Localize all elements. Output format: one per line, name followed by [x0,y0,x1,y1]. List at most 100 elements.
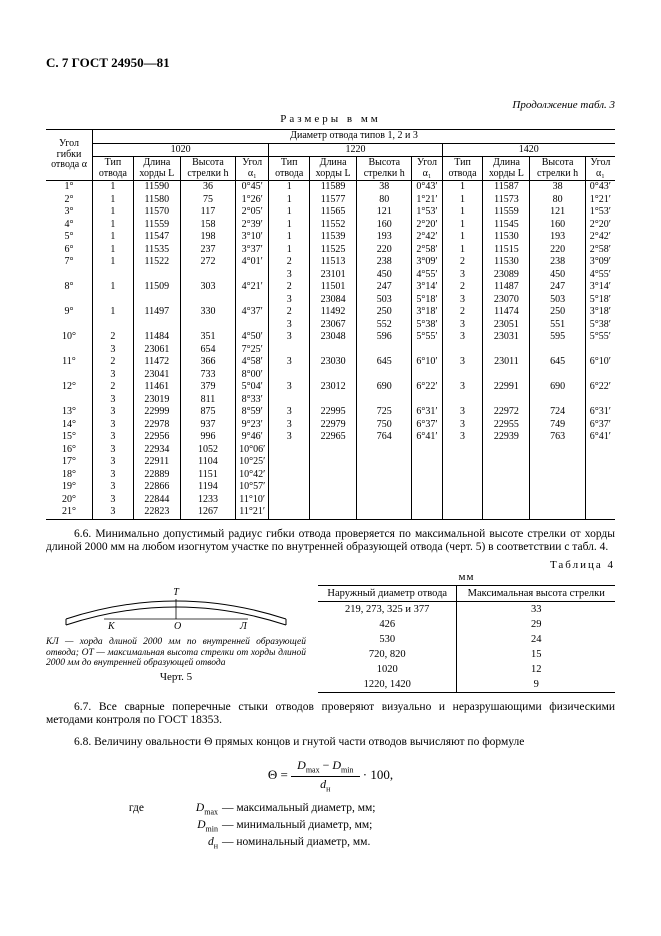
data-cell [180,294,235,307]
data-cell: 3 [442,294,483,307]
data-cell: 1°21′ [412,194,442,207]
data-cell: 503 [530,294,585,307]
data-cell: 160 [357,219,412,232]
data-cell: 3 [93,506,134,519]
data-cell: 1 [442,206,483,219]
data-cell: 238 [530,256,585,269]
t4-cell: 33 [457,601,615,617]
data-cell: 10°25′ [236,456,269,469]
data-cell: 3°14′ [412,281,442,294]
continuation-caption: Продолжение табл. 3 [46,99,615,111]
data-cell [357,444,412,457]
data-cell [442,394,483,407]
data-cell [483,444,530,457]
svg-text:Т: Т [173,587,180,598]
data-cell: 6°31′ [585,406,615,419]
data-cell: 0°43′ [585,181,615,194]
data-cell: 23061 [133,344,180,357]
data-cell [357,506,412,519]
data-cell: 11590 [133,181,180,194]
t4-cell: 426 [318,617,457,632]
data-cell [585,506,615,519]
data-cell: 198 [180,231,235,244]
data-cell: 1194 [180,481,235,494]
data-cell [310,494,357,507]
data-cell: 3 [269,319,310,332]
data-cell: 10°42′ [236,469,269,482]
sub-header: Длина хорды L [483,157,530,181]
data-cell: 3 [269,381,310,394]
angle-cell: 19° [46,481,93,494]
data-cell: 450 [530,269,585,282]
data-cell: 22965 [310,431,357,444]
data-cell: 2 [269,306,310,319]
data-cell [442,456,483,469]
data-cell [530,506,585,519]
data-cell [483,506,530,519]
data-cell: 1104 [180,456,235,469]
data-cell [412,456,442,469]
data-cell: 23011 [483,356,530,369]
data-cell: 750 [357,419,412,432]
data-cell: 1 [269,194,310,207]
data-cell: 23067 [310,319,357,332]
ovality-formula: Θ = Dmax − Dmin dн · 100, [46,759,615,793]
data-cell: 250 [357,306,412,319]
t4-cell: 24 [457,632,615,647]
data-cell: 690 [357,381,412,394]
data-cell: 22866 [133,481,180,494]
sub-header: Тип отвода [269,157,310,181]
angle-cell: 16° [46,444,93,457]
sub-header: Длина хорды L [133,157,180,181]
sub-header: Угол α₁ [585,157,615,181]
data-cell: 4°50′ [236,331,269,344]
data-cell: 8°00′ [236,369,269,382]
data-cell: 6°10′ [412,356,442,369]
data-cell [269,494,310,507]
data-cell: 80 [530,194,585,207]
data-cell: 23048 [310,331,357,344]
data-cell: 1 [269,244,310,257]
table4-caption: Таблица 4 [315,559,615,571]
diam-group: 1420 [442,143,615,157]
data-cell: 351 [180,331,235,344]
data-cell: 595 [530,331,585,344]
data-cell: 3 [93,469,134,482]
data-cell: 3 [93,431,134,444]
data-cell: 11589 [310,181,357,194]
data-cell: 3 [442,406,483,419]
t4-cell: 15 [457,647,615,662]
data-cell: 4°37′ [236,306,269,319]
data-cell: 1 [442,231,483,244]
angle-cell [46,294,93,307]
data-cell [180,269,235,282]
data-cell: 2°42′ [585,231,615,244]
data-cell: 11530 [483,256,530,269]
angle-cell [46,269,93,282]
data-cell: 247 [357,281,412,294]
data-cell: 38 [357,181,412,194]
angle-cell: 8° [46,281,93,294]
data-cell [310,506,357,519]
angle-cell: 6° [46,244,93,257]
data-cell: 654 [180,344,235,357]
data-cell: 1 [93,219,134,232]
data-cell: 272 [180,256,235,269]
data-cell: 3 [93,369,134,382]
data-cell [442,469,483,482]
data-cell: 1°53′ [412,206,442,219]
data-cell: 1 [442,194,483,207]
data-cell: 11547 [133,231,180,244]
data-cell: 11552 [310,219,357,232]
data-cell: 250 [530,306,585,319]
data-cell: 1°21′ [585,194,615,207]
t4-cell: 219, 273, 325 и 377 [318,601,457,617]
data-cell: 38 [530,181,585,194]
data-cell: 1 [442,244,483,257]
para-6-6: 6.6. Минимально допустимый радиус гибки … [46,528,615,555]
data-cell [412,494,442,507]
data-cell: 10°57′ [236,481,269,494]
data-cell: 1°26′ [236,194,269,207]
data-cell [483,394,530,407]
data-cell: 10°06′ [236,444,269,457]
